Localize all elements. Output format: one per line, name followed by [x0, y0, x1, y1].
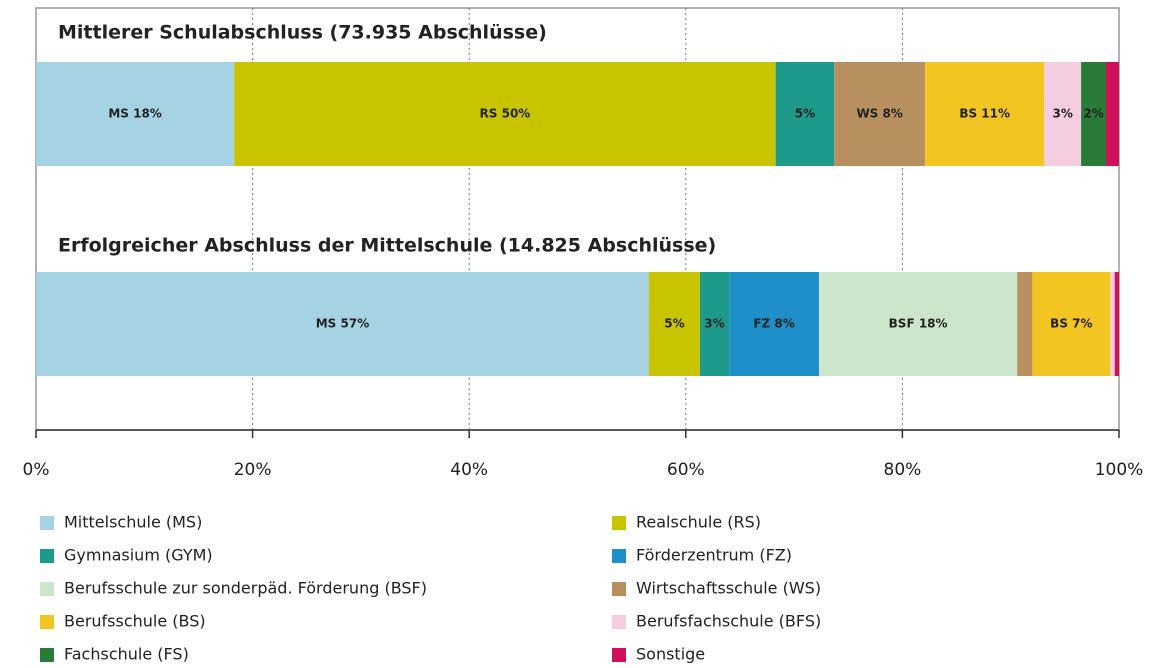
- segment-label: 5%: [795, 107, 815, 121]
- legend-label: Wirtschaftsschule (WS): [636, 579, 821, 598]
- legend-label: Mittelschule (MS): [64, 513, 202, 532]
- bar-segment: [1044, 62, 1082, 166]
- segment-label: WS 8%: [856, 107, 902, 121]
- bar-segment: [1081, 62, 1107, 166]
- legend-label: Gymnasium (GYM): [64, 546, 213, 565]
- bar-segment: [729, 272, 820, 376]
- legend-swatch: [612, 648, 626, 662]
- bar-segment: [834, 62, 926, 166]
- bar-segment: [36, 62, 235, 166]
- legend-swatch: [40, 648, 54, 662]
- segment-label: 2%: [1083, 107, 1103, 121]
- segment-label: 5%: [664, 317, 684, 331]
- legend-swatch: [40, 516, 54, 530]
- bar-segment: [925, 62, 1045, 166]
- segment-label: BSF 18%: [889, 317, 948, 331]
- segment-label: 3%: [704, 317, 724, 331]
- legend-label: Berufsfachschule (BFS): [636, 612, 821, 631]
- x-tick-label: 40%: [450, 460, 488, 480]
- legend-label: Fachschule (FS): [64, 645, 189, 664]
- segment-label: BS 7%: [1050, 317, 1092, 331]
- x-tick-label: 0%: [23, 460, 50, 480]
- bar-title: Erfolgreicher Abschluss der Mittelschule…: [58, 235, 716, 257]
- segment-label: MS 18%: [108, 107, 161, 121]
- legend-swatch: [40, 615, 54, 629]
- bar-segment: [648, 272, 700, 376]
- bar-segment: [1110, 272, 1115, 376]
- bar-segment: [819, 272, 1018, 376]
- legend-label: Berufsschule zur sonderpäd. Förderung (B…: [64, 579, 427, 598]
- bar-segment: [1114, 272, 1119, 376]
- segment-label: MS 57%: [316, 317, 369, 331]
- legend-swatch: [612, 516, 626, 530]
- bar-segment: [234, 62, 776, 166]
- bar-segment: [775, 62, 835, 166]
- segment-label: FZ 8%: [753, 317, 794, 331]
- legend-swatch: [612, 615, 626, 629]
- legend-swatch: [40, 582, 54, 596]
- legend-label: Berufsschule (BS): [64, 612, 206, 631]
- bar-segment: [1106, 62, 1119, 166]
- x-tick-label: 80%: [884, 460, 922, 480]
- bar-segment: [699, 272, 730, 376]
- bar-segment: [36, 272, 649, 376]
- x-tick-label: 100%: [1095, 460, 1144, 480]
- legend-label: Sonstige: [636, 645, 705, 664]
- segment-label: RS 50%: [480, 107, 531, 121]
- legend-label: Realschule (RS): [636, 513, 761, 532]
- bar-title: Mittlerer Schulabschluss (73.935 Abschlü…: [58, 22, 547, 44]
- legend-label: Förderzentrum (FZ): [636, 546, 792, 565]
- legend-swatch: [612, 549, 626, 563]
- x-tick-label: 20%: [234, 460, 272, 480]
- segment-label: 3%: [1052, 107, 1072, 121]
- legend-swatch: [612, 582, 626, 596]
- legend-swatch: [40, 549, 54, 563]
- bar-segment: [1017, 272, 1033, 376]
- bar-segment: [1032, 272, 1111, 376]
- segment-label: BS 11%: [959, 107, 1010, 121]
- x-tick-label: 60%: [667, 460, 705, 480]
